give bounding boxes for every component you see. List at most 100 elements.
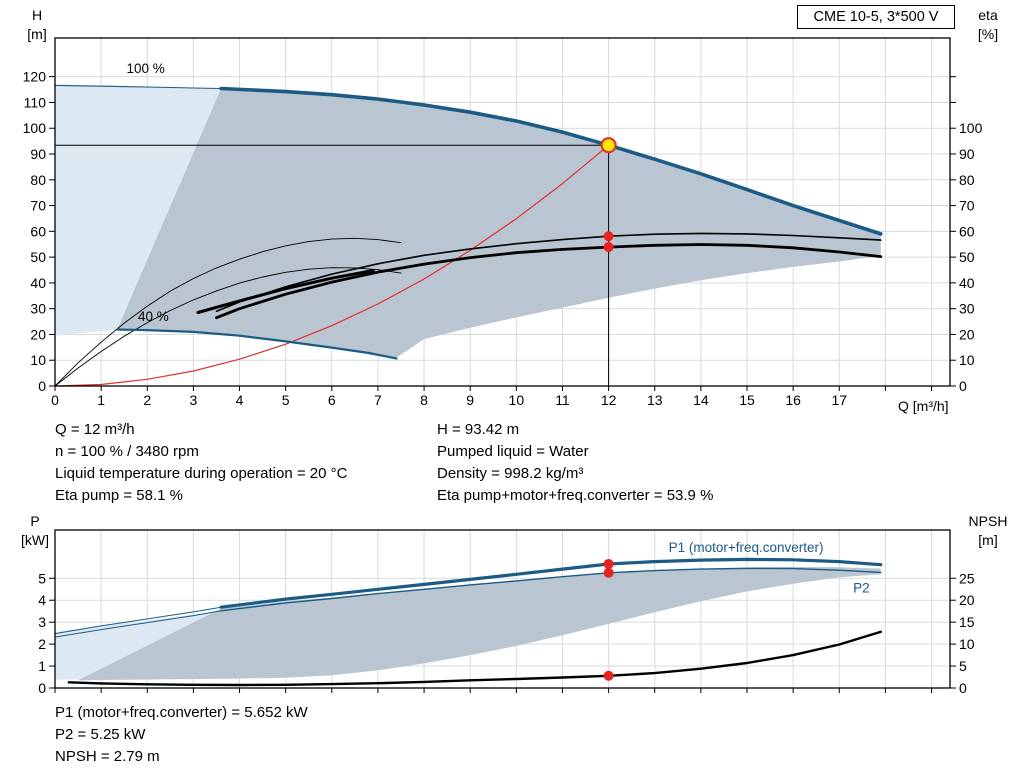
npsh-axis-title: NPSH [m] bbox=[958, 512, 1018, 550]
power-axis-title-line1: P bbox=[30, 513, 40, 529]
tick-label: 90 bbox=[959, 146, 975, 162]
p1-curve bbox=[219, 557, 883, 609]
p2-curve-extension bbox=[54, 610, 222, 638]
tick-label: 20 bbox=[30, 326, 46, 342]
duty-point-marker bbox=[600, 137, 617, 154]
tick-label: 60 bbox=[30, 223, 46, 239]
tick-label: 8 bbox=[420, 392, 428, 408]
tick-label: 11 bbox=[555, 392, 570, 408]
pump-model-box: CME 10-5, 3*500 V bbox=[797, 5, 955, 29]
eta-arc-bold-segment bbox=[196, 269, 375, 314]
tick-label: 100 bbox=[23, 120, 47, 136]
tick-label: 15 bbox=[739, 392, 755, 408]
tick-label: 20 bbox=[959, 326, 975, 342]
p2-marker bbox=[603, 567, 614, 578]
tick-label: 0 bbox=[38, 378, 46, 394]
info-speed: n = 100 % / 3480 rpm bbox=[55, 443, 199, 460]
tick-label: 30 bbox=[959, 301, 975, 317]
info-p1: P1 (motor+freq.converter) = 5.652 kW bbox=[55, 704, 308, 721]
info-eta-total: Eta pump+motor+freq.converter = 53.9 % bbox=[437, 487, 714, 504]
tick-label: 0 bbox=[959, 378, 967, 394]
tick-label: 6 bbox=[328, 392, 336, 408]
pump-curve-100pct-thin bbox=[54, 84, 222, 90]
curve-label: 40 % bbox=[138, 309, 169, 324]
pump-curve-100pct bbox=[219, 86, 883, 236]
tick-label: 50 bbox=[959, 249, 975, 265]
info-liquid-temperature: Liquid temperature during operation = 20… bbox=[55, 465, 348, 482]
curve-label: P1 (motor+freq.converter) bbox=[669, 540, 824, 555]
tick-label: 5 bbox=[959, 658, 967, 674]
operating-info-right: H = 93.42 m Pumped liquid = Water Densit… bbox=[437, 419, 713, 507]
info-npsh: NPSH = 2.79 m bbox=[55, 748, 160, 765]
eta-total-marker bbox=[603, 242, 614, 253]
tick-label: 12 bbox=[601, 392, 617, 408]
tick-label: 3 bbox=[38, 614, 46, 630]
tick-label: 120 bbox=[23, 69, 47, 85]
eta-pump-curve bbox=[215, 232, 882, 313]
tick-label: 10 bbox=[509, 392, 525, 408]
tick-label: 70 bbox=[959, 198, 975, 214]
tick-label: 2 bbox=[143, 392, 151, 408]
tick-label: 50 bbox=[30, 249, 46, 265]
tick-label: 2 bbox=[38, 636, 46, 652]
tick-label: 1 bbox=[97, 392, 105, 408]
head-axis-title-line1: H bbox=[31, 7, 43, 23]
tick-label: 80 bbox=[30, 172, 46, 188]
tick-label: 7 bbox=[374, 392, 382, 408]
eta-pump-marker bbox=[603, 231, 614, 242]
power-info: P1 (motor+freq.converter) = 5.652 kW P2 … bbox=[55, 702, 308, 768]
tick-label: 5 bbox=[282, 392, 290, 408]
head-axis-title: H [m] bbox=[16, 6, 58, 44]
tick-label: 70 bbox=[30, 198, 46, 214]
npsh-curve bbox=[67, 630, 882, 687]
eta-arc-reduced-speed-1 bbox=[54, 237, 402, 387]
curve-label: P2 bbox=[853, 581, 870, 596]
tick-label: 25 bbox=[959, 570, 975, 586]
p2-curve bbox=[220, 567, 882, 612]
tick-label: 4 bbox=[236, 392, 244, 408]
head-axis-title-line2: [m] bbox=[27, 26, 47, 42]
tick-label: 30 bbox=[30, 301, 46, 317]
tick-label: 13 bbox=[647, 392, 663, 408]
tick-label: 110 bbox=[24, 94, 47, 110]
info-density: Density = 998.2 kg/m³ bbox=[437, 465, 584, 482]
npsh-marker bbox=[603, 670, 614, 681]
power-envelope bbox=[78, 566, 881, 681]
tick-label: 0 bbox=[959, 680, 967, 696]
p1-curve-extension bbox=[54, 606, 222, 635]
operating-envelope bbox=[117, 88, 881, 358]
system-curve bbox=[54, 144, 610, 387]
info-eta-pump: Eta pump = 58.1 % bbox=[55, 487, 183, 504]
tick-label: 14 bbox=[693, 392, 709, 408]
plot-frame bbox=[54, 37, 951, 387]
plot-frame bbox=[54, 529, 951, 689]
curve-label: 100 % bbox=[127, 61, 165, 76]
p1-marker bbox=[603, 558, 614, 569]
flow-axis-title: Q [m³/h] bbox=[898, 398, 949, 414]
power-axis-title-line2: [kW] bbox=[21, 532, 49, 548]
tick-label: 100 bbox=[959, 120, 983, 136]
eta-axis-title-line1: eta bbox=[978, 7, 998, 23]
tick-label: 4 bbox=[38, 592, 46, 608]
eta-arc-reduced-speed-2 bbox=[54, 267, 402, 387]
power-axis-title: P [kW] bbox=[12, 512, 58, 550]
info-p2: P2 = 5.25 kW bbox=[55, 726, 146, 743]
tick-label: 1 bbox=[38, 658, 46, 674]
tick-label: 20 bbox=[959, 592, 975, 608]
tick-label: 16 bbox=[785, 392, 801, 408]
eta-axis-title: eta [%] bbox=[960, 6, 1016, 44]
tick-label: 80 bbox=[959, 172, 975, 188]
eta-total-curve bbox=[215, 243, 883, 320]
tick-label: 40 bbox=[959, 275, 975, 291]
tick-label: 90 bbox=[30, 146, 46, 162]
tick-label: 10 bbox=[30, 352, 46, 368]
npsh-axis-title-line2: [m] bbox=[978, 532, 998, 548]
tick-label: 3 bbox=[190, 392, 198, 408]
tick-label: 0 bbox=[51, 392, 59, 408]
eta-axis-title-line2: [%] bbox=[977, 26, 999, 42]
tick-label: 60 bbox=[959, 223, 975, 239]
info-head: H = 93.42 m bbox=[437, 421, 520, 438]
tick-label: 40 bbox=[30, 275, 46, 291]
